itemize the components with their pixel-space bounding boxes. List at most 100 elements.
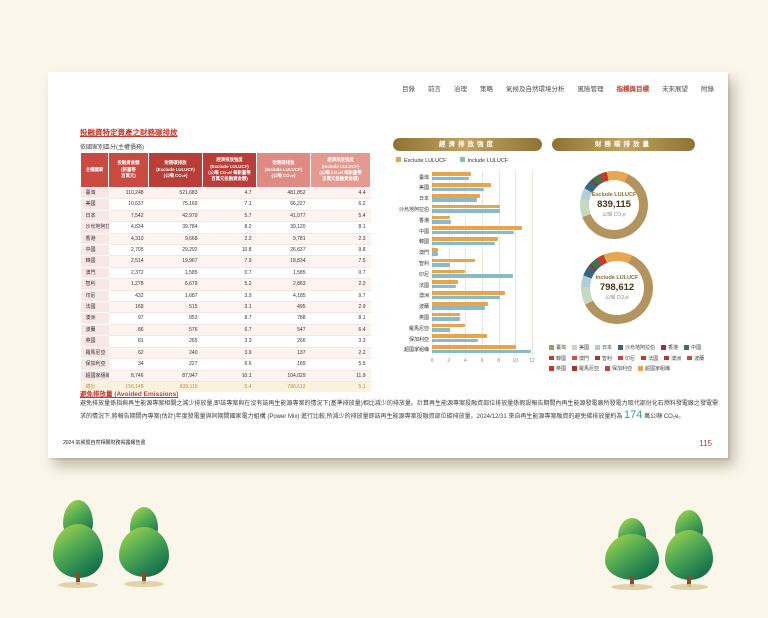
legend-item: 英國 <box>549 365 566 372</box>
nav-item[interactable]: 指標與目標 <box>616 86 650 93</box>
bar-include <box>432 327 451 332</box>
legend-label: 中國 <box>691 345 702 351</box>
tree-trunk <box>142 572 146 584</box>
chart-row: 羅馬尼亞 <box>393 322 541 333</box>
bar-exclude <box>432 215 451 220</box>
tree-crown <box>665 530 713 580</box>
legend-swatch <box>618 355 623 361</box>
cell-value: 839,115 <box>148 380 203 393</box>
avoided-emissions-heading: 避免排放量 (Avoided Emissions) <box>80 391 179 398</box>
cell-value: 2,372 <box>108 267 149 280</box>
cell-value: 42,979 <box>148 210 203 223</box>
legend-item-include: Include LULUCF <box>459 157 508 164</box>
country-name: 波蘭 <box>80 324 109 337</box>
cell-value: 7,542 <box>108 210 149 223</box>
cell-value: 240 <box>148 347 203 360</box>
category-label: 沙烏地阿拉伯 <box>398 206 429 213</box>
donut-total: 798,612 <box>599 282 635 293</box>
nav-item[interactable]: 前言 <box>428 86 441 93</box>
table-row: 英國 81 265 3.3 266 3.3 <box>80 335 371 348</box>
legend-label: 英國 <box>556 366 567 372</box>
chart-row: 香港 <box>393 214 541 225</box>
page-number: 115 <box>699 439 712 448</box>
bar-include <box>432 176 469 181</box>
cell-value: 4,185 <box>256 290 311 303</box>
tree-decoration <box>118 507 170 587</box>
donut-chart-title-pill: 財務碳排放量 <box>552 138 695 151</box>
bar-include <box>432 252 438 256</box>
cell-value: 81 <box>108 335 149 348</box>
tree-crown <box>119 527 169 577</box>
cell-value: 227 <box>148 358 203 371</box>
country-name: 香港 <box>80 233 109 246</box>
bar-include <box>432 349 532 354</box>
donut-include-lulucf: Include LULUCF 798,612 公噸 CO₂e <box>581 252 653 324</box>
axis-tick-label: 4 <box>463 357 467 364</box>
donut-center: Include LULUCF 798,612 公噸 CO₂e <box>596 275 639 301</box>
country-name: 韓國 <box>80 255 109 268</box>
column-header: 財務碳排放 (Exclude LULUCF) (公噸 CO₂e) <box>148 152 203 188</box>
legend-item: 韓國 <box>549 355 566 362</box>
bar-chart: 0 2 4 6 8 10 12 臺灣 美國 日本 沙烏地阿拉伯 香港 中國 韓國 澳門 智利 印尼 法國 澳洲 波蘭英… <box>393 171 541 371</box>
legend-label: 波蘭 <box>694 355 705 362</box>
legend-label: Exclude LULUCF <box>404 158 447 164</box>
category-label: 臺灣 <box>418 174 429 181</box>
cell-value: 7.5 <box>310 255 371 268</box>
nav-item[interactable]: 治理 <box>454 86 467 93</box>
category-label: 日本 <box>418 196 429 203</box>
cell-value: 137 <box>256 347 311 360</box>
axis-tick-label: 8 <box>497 357 501 364</box>
bar-include <box>432 284 457 289</box>
nav-item[interactable]: 策略 <box>480 86 493 93</box>
nav-item[interactable]: 氣候及自然環境分析 <box>506 86 565 93</box>
country-name: 智利 <box>80 278 109 291</box>
cell-value: 4.7 <box>202 187 257 200</box>
cell-value: 10.1 <box>202 370 257 382</box>
table-row: 澳洲 97 853 8.7 788 8.1 <box>80 312 371 325</box>
cell-value: 4,834 <box>108 221 149 234</box>
chart-row: 澳洲 <box>393 290 541 301</box>
bar-exclude <box>432 258 476 263</box>
table-row: 波蘭 86 576 6.7 547 6.4 <box>80 324 371 337</box>
nav-item[interactable]: 附錄 <box>701 86 714 93</box>
chart-row: 臺灣 <box>393 171 541 182</box>
axis-tick-label: 2 <box>447 357 451 364</box>
cell-value: 266 <box>256 335 311 348</box>
cell-value: 8,746 <box>108 370 149 382</box>
legend-item: 羅馬尼亞 <box>572 365 599 372</box>
cell-value: 10,637 <box>108 198 149 211</box>
nav-item[interactable]: 未來展望 <box>662 86 688 93</box>
cell-value: 6.6 <box>202 358 257 371</box>
table-row: 臺灣 110,248 521,683 4.7 481,852 4.4 <box>80 187 371 200</box>
column-header: 財務碳排放 (Include LULUCF) (公噸 CO₂e) <box>256 152 311 188</box>
country-name: 澳門 <box>80 267 109 280</box>
legend-swatch <box>661 345 666 350</box>
bar-include <box>432 230 514 235</box>
bar-exclude <box>432 183 492 187</box>
legend-item: 澳門 <box>572 355 589 362</box>
cell-value: 3.1 <box>202 301 257 314</box>
report-page: 目錄 前言 治理 策略 氣候及自然環境分析 風險管理 指標與目標 未來展望 附錄 投融資特定資產… <box>48 72 728 458</box>
table-row: 韓國 2,514 19,967 7.9 18,834 7.5 <box>80 255 371 268</box>
bar-include <box>432 317 460 321</box>
category-label: 波蘭 <box>418 304 429 311</box>
table-row: 香港 4,310 9,668 2.2 9,781 2.3 <box>80 233 371 246</box>
legend-item: 澳洲 <box>664 355 681 362</box>
cell-value: 5.4 <box>310 210 371 223</box>
legend-item: 印尼 <box>618 355 635 362</box>
cell-value: 19,967 <box>148 255 203 268</box>
chart-row: 英國 <box>393 311 541 322</box>
bar-include <box>432 241 495 246</box>
tree-shadow <box>610 584 654 590</box>
cell-value: 5.2 <box>202 278 257 291</box>
nav-item[interactable]: 目錄 <box>402 86 415 93</box>
cell-value: 4,310 <box>108 233 149 246</box>
legend-label: 臺灣 <box>556 345 567 351</box>
avoided-highlight-number: 174 <box>624 408 643 421</box>
donut-label: Include LULUCF <box>595 275 639 281</box>
nav-item[interactable]: 風險管理 <box>577 86 604 93</box>
bar-include <box>432 209 500 213</box>
legend-label: 澳門 <box>579 355 590 362</box>
category-label: 英國 <box>418 314 429 321</box>
legend-swatch <box>641 355 646 361</box>
